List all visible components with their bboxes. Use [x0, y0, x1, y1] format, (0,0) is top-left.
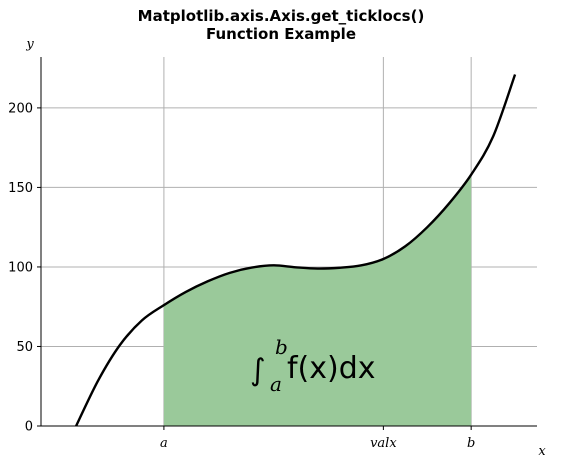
integral-upper-limit: b — [275, 335, 288, 359]
x-tick-label: valx — [370, 436, 397, 451]
chart-title-line1: Matplotlib.axis.Axis.get_ticklocs() — [138, 7, 425, 25]
y-tick-label: 150 — [8, 181, 33, 196]
x-tick-label: b — [467, 436, 475, 451]
function-curve — [75, 74, 517, 427]
integral-sign: ∫ — [250, 353, 266, 388]
y-ticks: 0 50 100 150 200 — [8, 101, 41, 435]
integral-fill-area — [163, 174, 472, 426]
integral-lower-limit: a — [270, 372, 282, 396]
integral-annotation: ∫ b a f(x)dx — [250, 335, 376, 396]
y-tick-label: 100 — [8, 260, 33, 275]
y-tick-label: 0 — [25, 420, 33, 435]
x-ticks: a valx b — [160, 426, 475, 451]
y-tick-label: 50 — [16, 340, 33, 355]
x-tick-label: a — [160, 436, 168, 451]
chart-title-line2: Function Example — [206, 25, 356, 43]
y-tick-label: 200 — [8, 101, 33, 116]
y-axis-label: y — [25, 37, 34, 52]
integral-body: f(x)dx — [287, 351, 376, 386]
x-axis-label: x — [538, 444, 546, 459]
